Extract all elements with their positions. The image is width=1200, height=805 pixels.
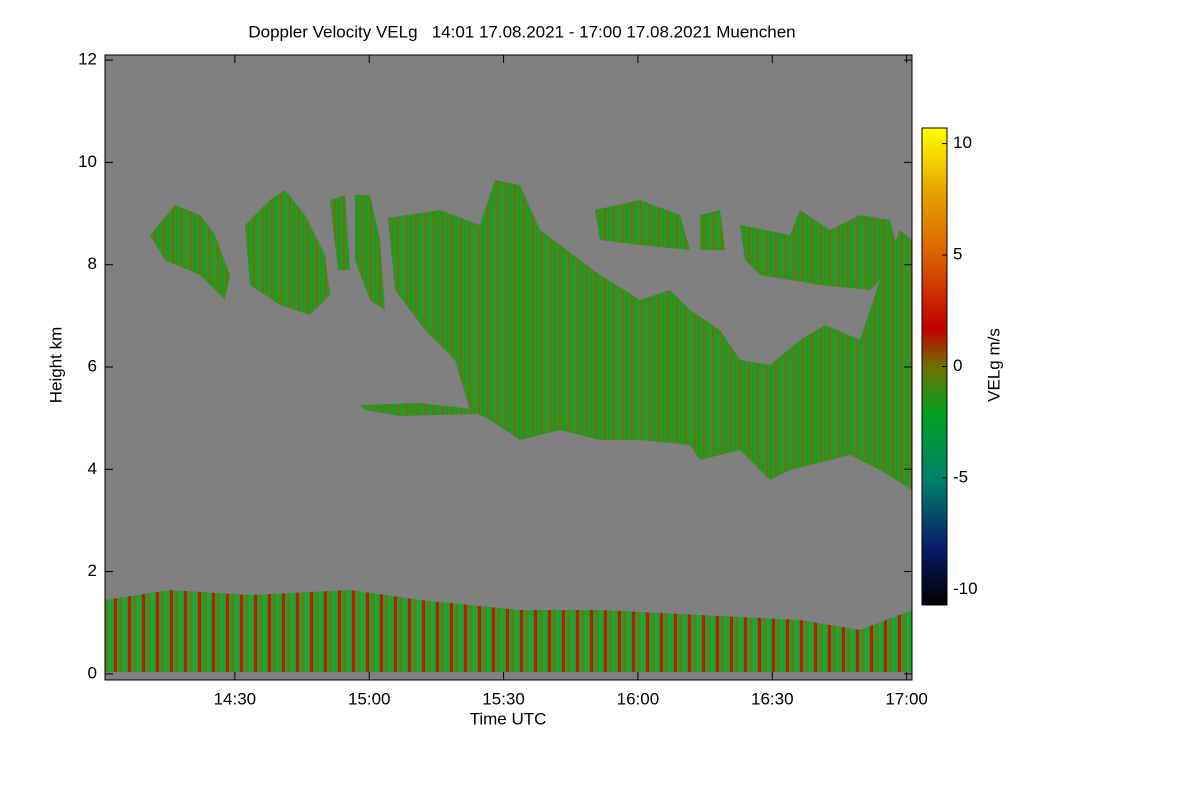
x-tick-label: 16:00: [617, 689, 660, 708]
chart-title: Doppler Velocity VELg 14:01 17.08.2021 -…: [248, 22, 795, 41]
x-tick-label: 15:30: [482, 689, 525, 708]
colorbar-tick-label: 5: [953, 245, 962, 264]
plot-frame: [104, 54, 913, 681]
y-axis-label: Height km: [46, 327, 65, 404]
colorbar-tick-label: 10: [953, 133, 972, 152]
echo-regions: [105, 180, 912, 672]
colorbar-label: VELg m/s: [984, 328, 1003, 402]
colorbar-tick-label: -10: [953, 579, 978, 598]
colorbar-tick-label: 0: [953, 356, 962, 375]
y-tick-label: 0: [88, 663, 97, 682]
y-tick-label: 4: [88, 459, 97, 478]
y-tick-label: 10: [78, 152, 97, 171]
y-tick-label: 8: [88, 254, 97, 273]
y-tick-label: 12: [78, 50, 97, 69]
x-tick-label: 15:00: [348, 689, 391, 708]
x-tick-label: 16:30: [751, 689, 794, 708]
x-tick-label: 14:30: [214, 689, 257, 708]
x-axis-label: Time UTC: [470, 709, 547, 728]
x-tick-label: 17:00: [885, 689, 928, 708]
colorbar-tick-label: -5: [953, 467, 968, 486]
y-tick-label: 2: [88, 561, 97, 580]
y-tick-label: 6: [88, 356, 97, 375]
